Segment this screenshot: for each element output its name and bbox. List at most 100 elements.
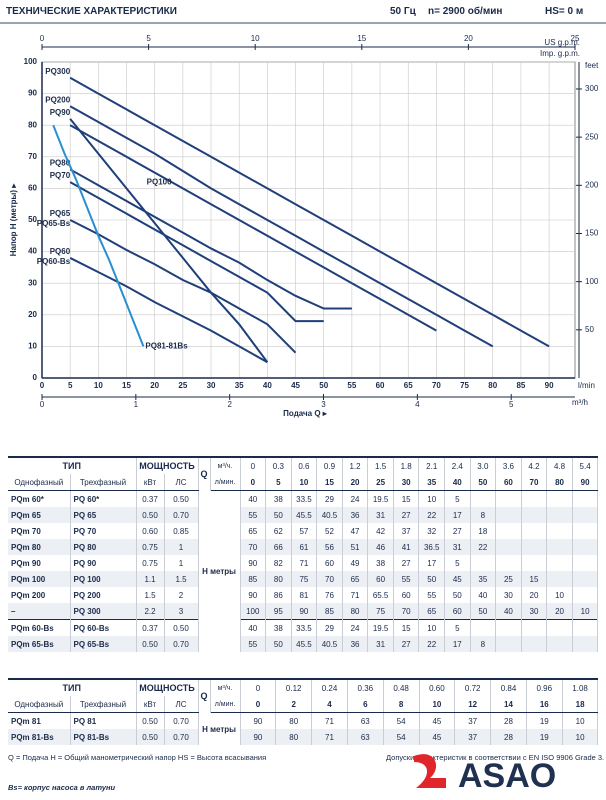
head-value: 71	[311, 712, 348, 729]
head-value: 65	[418, 603, 446, 620]
x-axis-title: Подача Q ▸	[283, 409, 328, 418]
power-kw: 0.50	[136, 636, 165, 652]
head-value: 38	[367, 555, 394, 571]
head-value: 24	[342, 490, 369, 507]
header-cell: МОЩНОСТЬ	[136, 456, 199, 474]
q-m3h: 5.4	[572, 456, 599, 474]
head-value: 85	[316, 603, 343, 620]
empty-cell	[572, 490, 599, 507]
model-three: PQ 81	[70, 712, 137, 729]
power-kw: 0.60	[136, 523, 165, 539]
x-tick-label: 0	[40, 381, 45, 390]
header-cell: Однофазный	[8, 474, 71, 491]
header-cell: л/мин.	[210, 474, 241, 491]
q-m3h: 4.2	[521, 456, 548, 474]
head-value: 32	[418, 523, 446, 539]
head-value: 24	[342, 619, 369, 636]
head-value: 38	[265, 619, 292, 636]
empty-cell	[470, 555, 497, 571]
q-lmin: 60	[495, 474, 522, 491]
head-value: 45.5	[291, 507, 318, 523]
head-value: 30	[495, 587, 522, 603]
empty-cell	[546, 523, 573, 539]
model-three: PQ 65-Bs	[70, 636, 137, 652]
head-value: 71	[291, 555, 318, 571]
power-hp: 0.70	[164, 712, 199, 729]
head-value: 70	[240, 539, 267, 555]
header-cell: Однофазный	[8, 696, 71, 713]
data-row: PQm 60* PQ 60* 0.37 0.50 H метры 40 38 33.5 29 24…	[8, 490, 599, 652]
header-row: Однофазный Трехфазный кВт ЛС л/мин. 0 2 4 6 8 10 12…	[8, 696, 599, 713]
head-value: 50	[444, 587, 471, 603]
x-tick-label: 90	[545, 381, 554, 390]
y2-tick-label: 300	[585, 84, 599, 93]
x-tick-label: 45	[291, 381, 300, 390]
head-value: 40	[470, 587, 497, 603]
y-tick-label: 40	[28, 247, 37, 256]
curve-label: PQ200	[45, 95, 70, 104]
head-value: 5	[444, 490, 471, 507]
curve-label: PQ90	[50, 108, 71, 117]
head-value: 55	[240, 636, 267, 652]
power-kw: 0.50	[136, 712, 165, 729]
power-hp: 1	[164, 555, 199, 571]
logo-text: ASAO	[458, 757, 556, 795]
head-value: 57	[291, 523, 318, 539]
head-value: 80	[275, 729, 313, 745]
q-m3h: 0.84	[490, 678, 527, 696]
empty-cell	[521, 555, 548, 571]
model-single: PQm 65	[8, 507, 71, 523]
empty-cell	[572, 555, 599, 571]
curve-label: PQ81-81Bs	[145, 342, 188, 351]
q-m3h: 1.2	[342, 456, 369, 474]
head-value: 45	[444, 571, 471, 587]
head-value: 27	[393, 555, 420, 571]
head-value: 10	[562, 712, 599, 729]
empty-cell	[546, 507, 573, 523]
head-value: 15	[393, 619, 420, 636]
q-m3h: 3.6	[495, 456, 522, 474]
q-lmin: 10	[419, 696, 456, 713]
head-value: 37	[454, 729, 492, 745]
y-tick-label: 10	[28, 342, 37, 351]
x2-tick-label: 0	[40, 34, 45, 43]
x-tick-label: 50	[319, 381, 328, 390]
model-single: PQm 80	[8, 539, 71, 555]
model-single: PQm 200	[8, 587, 71, 603]
q-lmin: 16	[526, 696, 563, 713]
x-tick-label: 65	[404, 381, 413, 390]
data-row: PQm 90 PQ 90 0.75 1 90 82 71 60 49 38 27 17 5	[8, 555, 599, 571]
empty-cell	[521, 636, 548, 652]
empty-cell	[546, 490, 573, 507]
footer-note: Bs= корпус насоса в латуни	[8, 783, 116, 792]
head-value: 61	[291, 539, 318, 555]
x-tick-label: 85	[516, 381, 525, 390]
head-value: 15	[393, 490, 420, 507]
head-value: 66	[265, 539, 292, 555]
power-kw: 0.50	[136, 729, 165, 745]
q-m3h: 0.12	[275, 678, 313, 696]
x2-tick-label: 10	[251, 34, 260, 43]
curve-label: PQ65	[50, 209, 71, 218]
head-value: 56	[316, 539, 343, 555]
empty-cell	[572, 587, 599, 603]
empty-cell	[546, 555, 573, 571]
head-value: 22	[470, 539, 497, 555]
power-hp: 2	[164, 587, 199, 603]
head-value: 10	[418, 490, 446, 507]
title: ТЕХНИЧЕСКИЕ ХАРАКТЕРИСТИКИ	[6, 6, 177, 17]
x-tick-label: 10	[94, 381, 103, 390]
empty-cell	[495, 619, 522, 636]
head-value: 18	[470, 523, 497, 539]
x-tick-label: 15	[122, 381, 131, 390]
q-m3h: 2.1	[418, 456, 446, 474]
header-cell: м³/ч.	[210, 456, 241, 474]
empty-cell	[572, 523, 599, 539]
head-value: 10	[546, 587, 573, 603]
empty-cell	[470, 619, 497, 636]
model-single: PQm 60*	[8, 490, 71, 507]
curve	[52, 124, 145, 347]
